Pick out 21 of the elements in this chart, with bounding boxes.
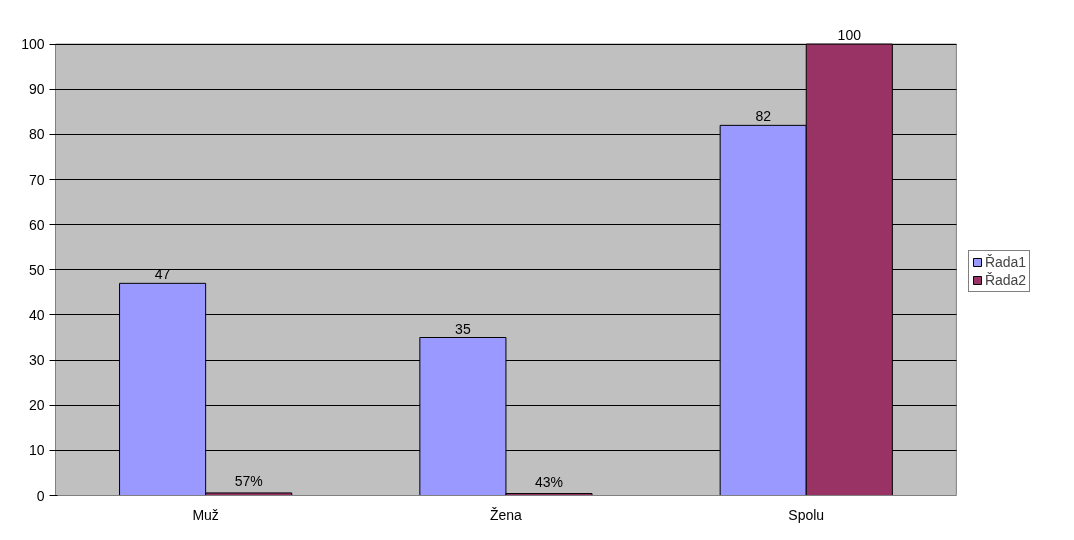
- y-tick-label: 10: [28, 442, 45, 459]
- y-tick-label: 20: [28, 397, 45, 414]
- data-label: 43%: [534, 473, 564, 490]
- data-label: 100: [837, 27, 862, 44]
- y-tick-label: 30: [28, 352, 45, 369]
- x-tick-label: Žena: [489, 506, 523, 523]
- y-tick-label: 40: [28, 306, 45, 323]
- data-label: 82: [755, 108, 772, 125]
- data-label: 35: [455, 320, 471, 337]
- x-tick-label: Muž: [192, 506, 219, 523]
- y-tick-label: 90: [28, 81, 45, 98]
- legend-label: Řada2: [984, 272, 1027, 289]
- x-tick-label: Spolu: [788, 506, 825, 523]
- y-tick-label: 100: [21, 36, 45, 53]
- legend-label: Řada1: [984, 254, 1027, 271]
- data-label: 57%: [234, 472, 263, 489]
- y-tick-label: 70: [28, 171, 45, 188]
- y-tick-label: 80: [28, 126, 45, 143]
- y-tick-label: 50: [28, 261, 45, 278]
- y-tick-label: 60: [28, 216, 45, 233]
- y-tick-label: 0: [36, 487, 45, 504]
